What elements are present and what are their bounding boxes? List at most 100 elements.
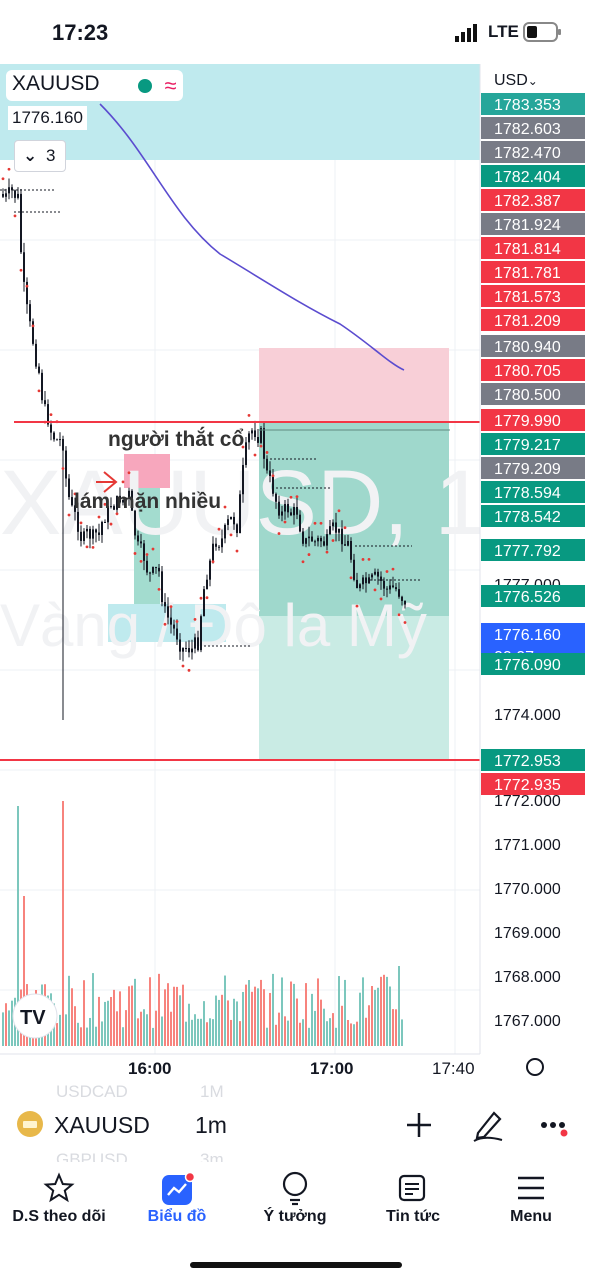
drawing-pen-icon[interactable] <box>470 1107 506 1143</box>
sar-dot <box>265 451 269 454</box>
sar-dot <box>379 597 383 601</box>
price-label-bg <box>481 261 585 283</box>
volume-bar <box>257 988 259 1046</box>
small-sell-zone <box>124 454 170 488</box>
sar-dot <box>295 495 299 499</box>
candle-body <box>2 194 4 197</box>
candle-body <box>185 648 187 650</box>
toolbar-interval[interactable]: 1m <box>195 1112 227 1138</box>
volume-bar <box>23 896 25 1046</box>
tab-label: Biểu đồ <box>147 1208 207 1225</box>
battery-icon <box>523 22 561 42</box>
candle-body <box>329 526 331 535</box>
volume-bar <box>377 987 379 1046</box>
sar-dot <box>205 596 209 600</box>
star-icon <box>43 1172 75 1203</box>
volume-bar <box>380 976 382 1046</box>
more-icon[interactable] <box>540 1116 572 1138</box>
price-axis-tick: 1769.000 <box>494 925 561 942</box>
candle-body <box>404 600 406 605</box>
volume-bar <box>392 1009 394 1046</box>
volume-bar <box>344 979 346 1046</box>
ghost-interval: 1M <box>200 1082 224 1101</box>
legend-symbol[interactable]: XAUUSD <box>12 72 100 95</box>
volume-bar <box>83 980 85 1046</box>
volume-bar <box>242 991 244 1046</box>
profit-zone-upper <box>259 422 449 616</box>
price-label-bg <box>481 653 585 675</box>
volume-bar <box>320 999 322 1046</box>
candle-body <box>110 506 112 508</box>
volume-bar <box>173 986 175 1046</box>
candle-body <box>353 559 355 580</box>
candle-body <box>377 571 379 577</box>
price-label: 1781.209 <box>494 313 561 330</box>
volume-bar <box>212 1019 214 1046</box>
currency-label: USD <box>494 72 528 89</box>
price-label: 1776.160 <box>494 627 561 644</box>
candle-body <box>206 579 208 590</box>
volume-bar <box>17 806 19 1046</box>
ghost-symbol: USDCAD <box>56 1082 128 1101</box>
chart-area[interactable]: XAUUSD, 1 Vàng / Đô la Mỹ người thắt cổ lám… <box>0 64 591 1084</box>
volume-bar <box>263 989 265 1046</box>
sar-dot <box>247 414 251 417</box>
price-label: 1782.404 <box>494 169 561 186</box>
candle-body <box>146 560 148 573</box>
candle-body <box>14 190 16 198</box>
price-axis-tick: 1768.000 <box>494 969 561 986</box>
sar-dot <box>289 495 293 499</box>
candle-body <box>44 400 46 405</box>
price-label: 1776.526 <box>494 589 561 606</box>
price-label: 1782.470 <box>494 145 561 162</box>
plus-icon[interactable] <box>405 1111 433 1139</box>
sar-dot <box>1 177 5 181</box>
volume-bar <box>398 966 400 1046</box>
indicators-toggle[interactable]: ⌄ 3 <box>14 140 66 172</box>
candle-body <box>125 497 127 500</box>
candle-body <box>266 458 268 471</box>
price-label-bg <box>481 213 585 235</box>
volume-bar <box>383 974 385 1046</box>
volume-bar <box>86 1027 88 1046</box>
candle-body <box>179 639 181 652</box>
candle-body <box>95 529 97 533</box>
volume-bar <box>200 1018 202 1046</box>
candle-body <box>344 544 346 546</box>
volume-bar <box>251 991 253 1046</box>
chart-legend[interactable]: XAUUSD ≈ <box>6 70 204 103</box>
candle-body <box>248 433 250 443</box>
toolbar-symbol[interactable]: XAUUSD <box>54 1112 150 1138</box>
candle-body <box>362 577 364 585</box>
volume-bar <box>62 801 64 1046</box>
sar-dot <box>67 513 71 517</box>
volume-bar <box>143 1009 145 1046</box>
gold-icon[interactable] <box>16 1110 44 1138</box>
volume-bar <box>104 1001 106 1046</box>
wave-icon[interactable]: ≈ <box>164 72 177 98</box>
volume-bar <box>68 975 70 1046</box>
candle-body <box>197 637 199 651</box>
candle-body <box>221 538 223 548</box>
sar-dot <box>91 546 95 549</box>
settings-icon[interactable] <box>526 1058 544 1076</box>
candle-body <box>302 531 304 544</box>
volume-bar <box>308 1027 310 1046</box>
sar-dot <box>229 533 233 537</box>
currency-selector[interactable]: USD⌄ <box>494 72 538 90</box>
volume-bar <box>350 1023 352 1046</box>
candle-body <box>341 528 343 545</box>
candle-body <box>119 495 121 503</box>
candle-body <box>392 585 394 588</box>
volume-bar <box>146 1014 148 1046</box>
volume-bar <box>365 1017 367 1046</box>
news-icon <box>398 1174 426 1202</box>
candle-body <box>32 321 34 344</box>
volume-bar <box>167 983 169 1046</box>
stop-loss-zone <box>259 348 449 422</box>
candle-body <box>164 602 166 607</box>
candle-body <box>398 589 400 597</box>
sar-dot <box>157 587 161 591</box>
volume-bar <box>176 986 178 1046</box>
